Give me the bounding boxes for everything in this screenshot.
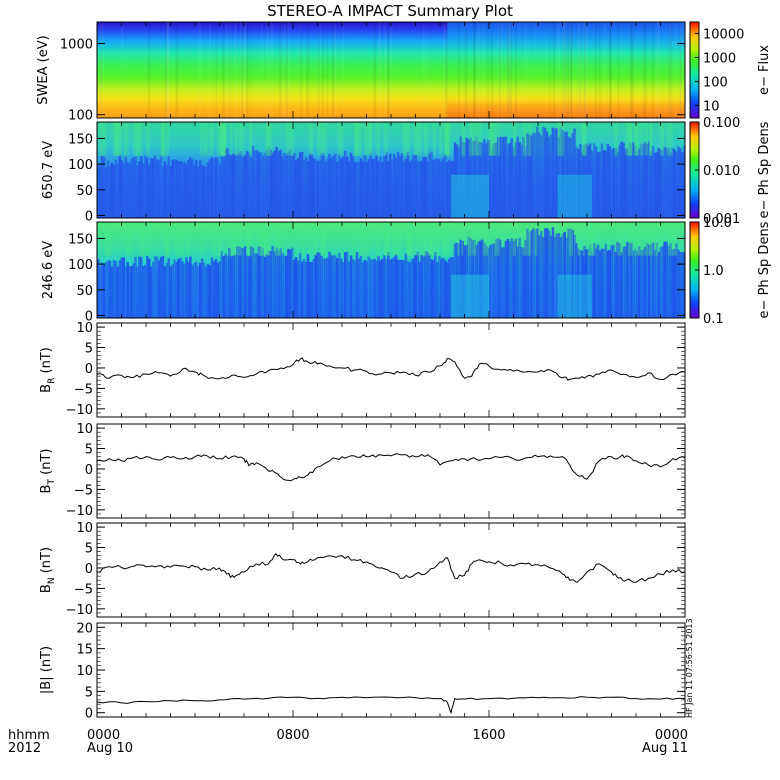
x-tick-label: 0000 <box>655 728 688 743</box>
y-tick-label: −10 <box>66 403 93 418</box>
x-tick-sublabel: Aug 10 <box>87 741 133 756</box>
series-line-bn <box>96 552 686 583</box>
y-tick-label: −10 <box>66 504 93 519</box>
y-tick-label: 0 <box>85 309 93 324</box>
y-tick-label: 5 <box>85 342 93 357</box>
line-panel-bn: 10 5 0 −5 −10 BN (nT) <box>39 521 686 618</box>
y-tick-label: 150 <box>68 232 93 247</box>
colorbar-tick-label: 0.010 <box>703 164 740 179</box>
colorbar-tick-label: 100 <box>703 75 728 90</box>
y-tick-label: −5 <box>74 382 93 397</box>
y-tick-label: 10 <box>76 321 93 336</box>
colorbar-tick-label: 0.100 <box>703 116 740 131</box>
colorbar <box>689 21 700 119</box>
magnetic-field-panels: 10 5 0 −5 −10 BR (nT) 10 5 0 −5 −10 BT (nT) 10 5 0 −5 −1… <box>39 321 686 722</box>
colorbar-label: e− Ph Sp Dens <box>757 121 772 218</box>
line-panel-br: 10 5 0 −5 −10 BR (nT) <box>39 321 686 418</box>
y-tick-label: 10 <box>76 422 93 437</box>
y-axis-label: BR (nT) <box>39 347 57 393</box>
line-panel-bt: 10 5 0 −5 −10 BT (nT) <box>39 422 686 519</box>
y-tick-label: −5 <box>74 582 93 597</box>
y-tick-label: 0 <box>85 362 93 377</box>
y-axis-label: SWEA (eV) <box>36 35 51 104</box>
series-line-bmag <box>96 696 686 715</box>
colorbar-tick-label: 10000 <box>703 27 744 42</box>
plot-title: STEREO-A IMPACT Summary Plot <box>267 2 513 20</box>
y-axis-label: BT (nT) <box>39 449 57 494</box>
y-tick-label: 5 <box>85 542 93 557</box>
y-tick-label: −10 <box>66 603 93 618</box>
y-tick-label: 0 <box>85 562 93 577</box>
x-tick-label: 0800 <box>276 728 309 743</box>
series-line-bt <box>96 453 686 482</box>
y-tick-label: 0 <box>85 707 93 722</box>
x-axis-label-bottom: 2012 <box>8 741 41 756</box>
panel-frame <box>96 522 686 618</box>
line-panel-bmag: 20 15 10 5 0 |B| (nT) <box>39 621 686 722</box>
y-tick-label: 0 <box>85 463 93 478</box>
y-tick-label: 1000 <box>60 37 93 52</box>
panel-frame <box>96 322 686 418</box>
y-tick-label: 10 <box>76 664 93 679</box>
colorbar-tick-label: 0.1 <box>703 312 724 327</box>
y-tick-label: 100 <box>68 109 93 124</box>
spectrogram-swea: 1000 100 SWEA (eV) 10000 1000 100 10 e− Flux <box>36 21 772 124</box>
colorbar-tick-label: 10 <box>703 99 720 114</box>
y-tick-label: 100 <box>68 158 93 173</box>
x-tick-label: 0000 <box>87 728 120 743</box>
y-axis-label: 650.7 eV <box>41 141 56 199</box>
x-axis-label-top: hhmm <box>8 728 50 743</box>
y-tick-label: 50 <box>76 284 93 299</box>
y-axis-label: 246.6 eV <box>41 241 56 299</box>
colorbar-tick-label: 0.001 <box>703 212 740 227</box>
panel-frame <box>96 622 686 718</box>
colorbar-label: e− Flux <box>757 45 772 95</box>
y-tick-label: −5 <box>74 483 93 498</box>
processing-stamp: HF Jan 11 07:56:51 2013 <box>685 618 694 718</box>
y-tick-label: 0 <box>85 209 93 224</box>
panel-frame <box>96 423 686 519</box>
y-axis-label: |B| (nT) <box>39 646 54 694</box>
colorbar-label: e− Ph Sp Dens <box>757 221 772 318</box>
series-line-br <box>96 357 686 381</box>
y-axis-label: BN (nT) <box>39 547 57 593</box>
y-tick-label: 5 <box>85 443 93 458</box>
colorbar-tick-label: 1.0 <box>703 264 724 279</box>
swea-late-interval-fill <box>447 22 685 118</box>
y-tick-label: 15 <box>76 643 93 658</box>
colorbar-tick-label: 10.0 <box>703 216 732 231</box>
y-tick-label: 100 <box>68 258 93 273</box>
y-tick-label: 20 <box>76 621 93 636</box>
x-tick-sublabel: Aug 11 <box>642 741 688 756</box>
y-tick-label: 50 <box>76 184 93 199</box>
x-tick-label: 1600 <box>472 728 505 743</box>
y-tick-label: 150 <box>68 132 93 147</box>
spectrogram-pad650: 150 100 50 0 650.7 eV 0.100 0.010 0.001 e− Ph Sp… <box>41 116 772 227</box>
y-tick-label: 10 <box>76 521 93 536</box>
colorbar-tick-label: 1000 <box>703 51 736 66</box>
y-tick-label: 5 <box>85 685 93 700</box>
spectrogram-pad246: 150 100 50 0 246.6 eV 10.0 1.0 0.1 e− Ph Sp Dens <box>41 216 772 327</box>
